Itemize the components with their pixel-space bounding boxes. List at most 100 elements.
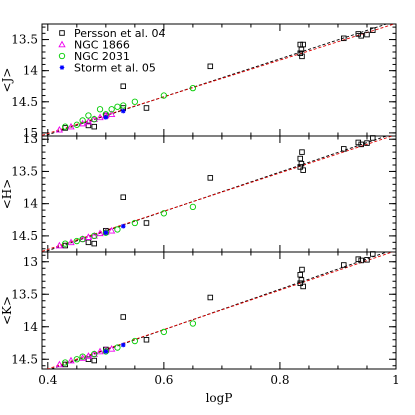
legend-label: Storm et al. 05 <box>74 62 156 75</box>
x-tick-label: 0.8 <box>270 373 289 387</box>
panel-1-point-circle <box>62 123 69 130</box>
panel-3-ytick-label: 14.5 <box>11 352 38 366</box>
panel-2-point-circle <box>189 203 197 211</box>
panel-2-point-square <box>297 164 303 170</box>
legend-marker-square <box>59 30 65 36</box>
panel-1-point-square <box>299 53 305 60</box>
panel-3-point-triangle <box>84 352 93 359</box>
panel-3-point-square <box>85 356 92 363</box>
panel-3-ytick-label: 14 <box>23 320 39 334</box>
panel-1-point-square <box>91 123 97 130</box>
panel-1-point-circle <box>120 102 127 109</box>
panel-2-point-circle <box>91 232 98 240</box>
panel-1-point-square <box>364 31 370 38</box>
panel-1-point-triangle <box>55 125 64 133</box>
panel-1-ylabel: <J> <box>0 68 14 93</box>
panel-3-point-square <box>355 256 362 262</box>
panel-3-point-square <box>143 337 150 343</box>
panel-3-point-circle <box>189 320 197 327</box>
panel-1-point-circle <box>79 117 86 124</box>
panel-2-point-circle <box>114 226 121 233</box>
panel-3-point-square <box>297 280 303 286</box>
panel-1-point-square <box>341 35 347 42</box>
panel-3-point-circle <box>114 344 121 351</box>
panel-2-point-circle <box>73 237 80 245</box>
panel-3-point-square <box>297 272 303 278</box>
panel-3-point-square <box>358 257 364 264</box>
panel-1-point-star <box>120 108 126 114</box>
panel-1-point-square <box>358 33 364 39</box>
x-tick-label: 1 <box>392 373 400 387</box>
panel-1-fit-black <box>42 24 388 136</box>
x-tick-label: 0.6 <box>154 373 173 387</box>
legend-marker-triangle <box>58 40 66 48</box>
panel-2-ytick-label: 13.5 <box>11 164 38 178</box>
panel-3-point-triangle <box>107 345 116 352</box>
panel-2-point-square <box>143 220 150 226</box>
panel-2-point-circle <box>131 219 139 227</box>
panel-2-point-square <box>299 149 305 155</box>
panel-2-point-triangle <box>96 229 104 237</box>
panel-3-point-square <box>299 266 305 273</box>
panel-3-point-square <box>300 283 306 290</box>
panel-1-ytick-label: 15 <box>23 126 38 140</box>
panel-1-point-circle <box>131 98 139 105</box>
panel-1-point-square <box>370 27 376 33</box>
legend-label: NGC 2031 <box>74 50 130 63</box>
panel-3-point-square <box>298 277 305 283</box>
panel-1-point-square <box>207 63 214 70</box>
panel-3-point-circle <box>91 350 98 358</box>
x-axis-label: logP <box>206 391 233 405</box>
panel-2-point-star <box>120 223 126 229</box>
panel-2-point-square <box>358 141 364 148</box>
panel-2-point-circle <box>79 235 86 243</box>
panel-1-point-circle <box>160 92 168 99</box>
panel-1-point-circle <box>189 84 197 92</box>
panel-3-point-circle <box>102 348 109 355</box>
panel-3-point-circle <box>62 359 69 366</box>
panel-2-point-circle <box>102 229 109 236</box>
panel-3-point-square <box>91 357 97 364</box>
panel-3-point-star <box>120 342 126 348</box>
panel-1-point-square <box>143 105 150 111</box>
panel-3-ytick-label: 13.5 <box>11 287 38 301</box>
panel-2-point-square <box>120 194 126 200</box>
panel-3-point-triangle <box>67 356 75 364</box>
panel-3-point-square <box>341 262 347 268</box>
panel-2-ytick-label: 14 <box>23 197 39 211</box>
panel-3-point-circle <box>131 337 139 345</box>
panel-2-ylabel: <H> <box>0 179 14 210</box>
panel-2-point-square <box>364 140 370 146</box>
legend-label: NGC 1866 <box>74 39 130 52</box>
panel-1-point-circle <box>108 106 115 113</box>
panel-1-point-square <box>85 122 92 129</box>
legend-marker-circle <box>58 52 66 60</box>
panel-3-point-square <box>207 294 214 301</box>
panel-3-ytick-label: 13 <box>23 255 38 269</box>
panel-1-ytick-label: 14.5 <box>11 95 38 109</box>
panel-3-point-star <box>103 349 109 354</box>
panel-2-point-triangle <box>84 233 93 240</box>
panel-1-ytick-label: 14 <box>23 64 39 78</box>
panel-1-point-triangle <box>67 122 75 130</box>
panel-2-point-square <box>207 175 214 181</box>
panel-2-point-triangle <box>55 241 64 249</box>
panel-1-point-square <box>297 41 303 48</box>
panel-3-frame <box>41 251 397 370</box>
panel-3-point-square <box>364 257 370 263</box>
panel-3-point-circle <box>73 356 80 363</box>
panel-2-ytick-label: 14.5 <box>11 229 38 243</box>
panel-3-point-triangle <box>78 354 87 361</box>
panel-1-point-circle <box>85 112 92 119</box>
panel-2-point-circle <box>160 210 168 217</box>
panel-3-point-circle <box>160 328 168 336</box>
panel-2-point-circle <box>62 240 69 247</box>
panel-2-point-square <box>297 155 303 162</box>
panel-3-point-square <box>120 314 126 320</box>
panel-2-point-square <box>370 135 376 141</box>
panel-2-point-square <box>91 240 97 247</box>
panel-1-point-square <box>297 50 303 56</box>
panel-3-point-square <box>370 251 376 257</box>
panel-2-point-square <box>300 167 306 173</box>
